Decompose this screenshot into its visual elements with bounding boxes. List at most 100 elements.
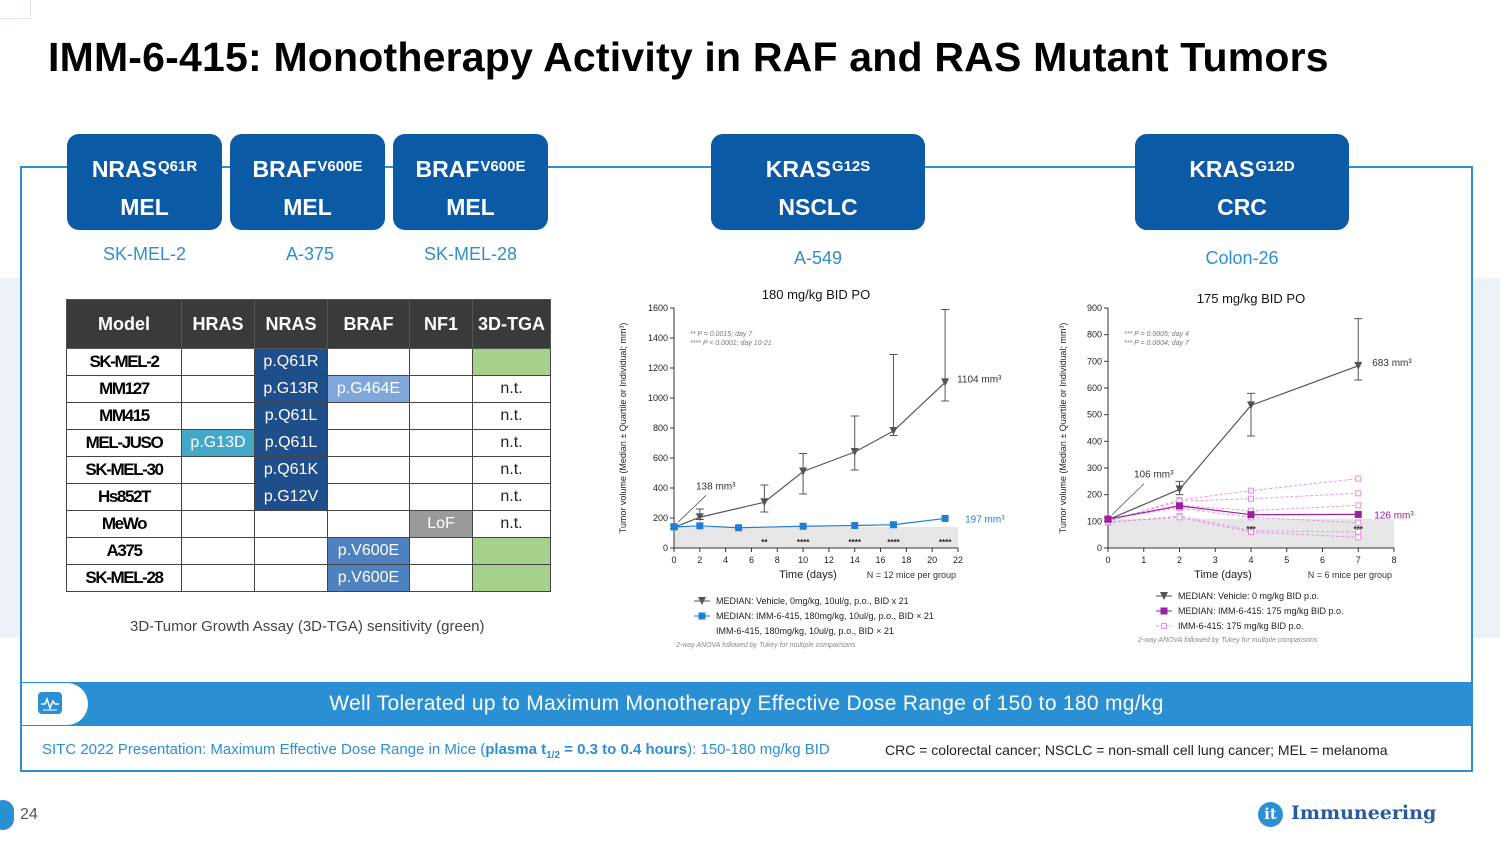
model-cell: A375	[66, 537, 182, 565]
nras-cell: p.Q61L	[254, 402, 328, 430]
chart-monitor-icon	[38, 692, 62, 714]
individual-point	[1176, 514, 1183, 521]
table-row: MeWo LoF n.t.	[66, 510, 551, 538]
dose-footnote: SITC 2022 Presentation: Maximum Effectiv…	[42, 741, 830, 761]
tile-gene: KRAS	[1189, 156, 1255, 182]
table-row: SK-MEL-2 p.Q61R	[66, 348, 551, 376]
tga-cell: n.t.	[472, 510, 551, 538]
x-tick-label: 22	[953, 555, 963, 565]
model-cell: SK-MEL-30	[66, 456, 182, 484]
tga-cell	[472, 348, 551, 376]
model-cell: MeWo	[66, 510, 182, 538]
end-label-vehicle: 1104 mm³	[957, 374, 1002, 385]
method-note: 2-way ANOVA followed by Tukey for multip…	[1137, 637, 1318, 644]
braf-cell	[327, 429, 410, 457]
data-point	[696, 522, 704, 530]
table-row: MEL-JUSO p.G13D p.Q61L n.t.	[66, 429, 551, 457]
data-point	[799, 467, 808, 476]
header-3d-tga: 3D-TGA	[472, 299, 551, 349]
model-cell: MEL-JUSO	[66, 429, 182, 457]
legend-vehicle: MEDIAN: Vehicle: 0 mg/kg BID p.o.	[1178, 591, 1319, 601]
y-tick-label: 0	[1097, 543, 1102, 553]
tile-mutation: V600E	[317, 158, 363, 175]
nras-cell: p.G13R	[254, 375, 328, 403]
tile-tumor-type: MEL	[283, 194, 332, 220]
y-tick-label: 1200	[648, 363, 668, 373]
hras-cell: p.G13D	[181, 429, 255, 457]
tile-braf-mel-a: BRAFV600E MEL	[230, 134, 385, 230]
tile-tumor-type: MEL	[120, 194, 169, 220]
footnote-prefix: SITC 2022 Presentation: Maximum Effectiv…	[42, 741, 486, 758]
x-tick-label: 7	[1356, 555, 1361, 565]
x-tick-label: 1	[1141, 555, 1146, 565]
data-point	[1176, 502, 1183, 510]
start-label: 138 mm³	[696, 481, 736, 492]
significance-stars: **	[761, 538, 768, 547]
data-point	[735, 524, 743, 532]
hras-cell	[181, 456, 255, 484]
significance-stars: ****	[849, 538, 862, 547]
footnote-bold: plasma t	[485, 741, 547, 758]
cell-line-label: SK-MEL-2	[102, 244, 187, 264]
start-arrow	[1111, 483, 1145, 516]
tile-mutation: G12D	[1255, 158, 1295, 175]
footnote-suffix: ): 150-180 mg/kg BID	[687, 741, 830, 758]
nf1-cell	[409, 537, 473, 565]
x-tick-label: 3	[1213, 555, 1218, 565]
tile-gene: BRAF	[252, 156, 317, 182]
individual-line	[1107, 507, 1359, 524]
nras-cell	[254, 510, 328, 538]
x-tick-label: 2	[1177, 555, 1182, 565]
mutation-table: Model HRAS NRAS BRAF NF1 3D-TGA SK-MEL-2…	[66, 299, 551, 592]
y-tick-label: 900	[1087, 303, 1102, 313]
x-tick-label: 4	[1248, 555, 1253, 565]
abbreviations: CRC = colorectal cancer; NSCLC = non-sma…	[885, 742, 1388, 758]
logo-text: Immuneering	[1291, 802, 1437, 824]
x-tick-label: 0	[1105, 555, 1110, 565]
tile-tumor-type: CRC	[1217, 194, 1267, 220]
braf-cell: p.V600E	[327, 537, 410, 565]
x-tick-label: 2	[697, 555, 702, 565]
x-axis-label: Time (days)	[779, 569, 837, 581]
x-tick-label: 14	[850, 555, 860, 565]
legend-individual-marker	[1161, 623, 1167, 629]
hras-cell	[181, 348, 255, 376]
data-point	[941, 514, 949, 522]
model-cell: SK-MEL-2	[66, 348, 182, 376]
individual-point	[1355, 519, 1362, 526]
tile-tumor-type: MEL	[446, 194, 495, 220]
individual-point	[1355, 475, 1362, 482]
legend-treated-marker	[698, 612, 706, 620]
tga-cell: n.t.	[472, 402, 551, 430]
stats-note: ** P = 0.0015; day 7	[690, 331, 753, 338]
nras-cell	[254, 564, 328, 592]
table-row: Hs852T p.G12V n.t.	[66, 483, 551, 511]
y-tick-label: 400	[653, 483, 668, 493]
header-model: Model	[66, 299, 182, 349]
table-row: SK-MEL-30 p.Q61K n.t.	[66, 456, 551, 484]
cell-line-label: Colon-26	[1205, 248, 1279, 268]
significance-stars: ****	[939, 538, 952, 547]
nras-cell: p.G12V	[254, 483, 328, 511]
braf-cell	[327, 483, 410, 511]
data-point	[695, 513, 704, 522]
nf1-cell	[409, 564, 473, 592]
data-point	[850, 448, 859, 456]
tile-mutation: G12S	[831, 158, 871, 175]
y-tick-label: 100	[1087, 516, 1102, 526]
nf1-cell	[409, 456, 473, 484]
data-point	[889, 521, 897, 529]
nf1-cell: LoF	[409, 510, 473, 538]
individual-point	[1248, 529, 1254, 535]
n-note: N = 6 mice per group	[1308, 570, 1392, 580]
stats-note: **** P < 0.0001; day 10-21	[690, 340, 772, 347]
y-tick-label: 1400	[648, 333, 668, 343]
nf1-cell	[409, 348, 473, 376]
series-line	[673, 517, 946, 529]
chart-title: 175 mg/kg BID PO	[1197, 291, 1305, 306]
x-tick-label: 12	[824, 555, 834, 565]
chart-a549: 180 mg/kg BID PO020040060080010001200140…	[618, 287, 1005, 649]
tile-gene: NRAS	[91, 156, 157, 182]
individual-line	[1107, 492, 1359, 522]
method-note: 2-way ANOVA followed by Tukey for multip…	[675, 642, 856, 649]
